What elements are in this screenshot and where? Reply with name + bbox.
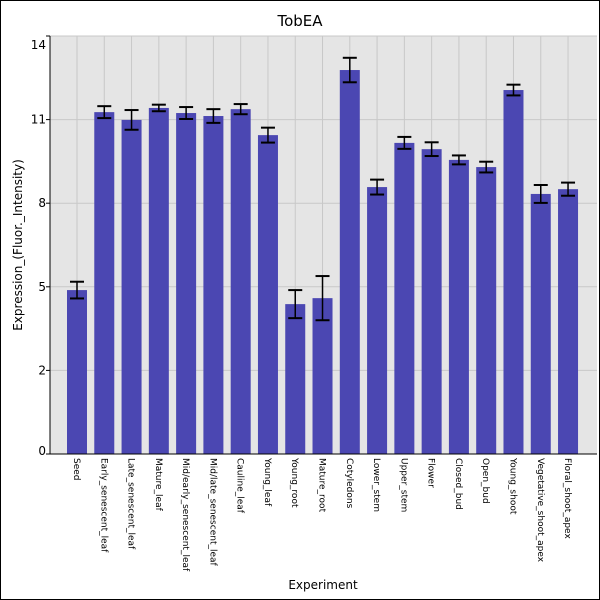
x-tick-label: Late_senescent_leaf (126, 458, 136, 550)
bar (476, 167, 497, 454)
x-tick-label: Mid/early_senescent_leaf (180, 458, 190, 572)
bar (312, 298, 333, 454)
x-tick-label: Vegetative_shoot_apex (535, 458, 545, 563)
y-axis-label: Expression_(Fluor._Intensity) (11, 159, 25, 331)
y-tick-label: 14 (31, 38, 46, 52)
x-tick-label: Mid/late_senescent_leaf (207, 458, 217, 567)
y-tick-label: 8 (38, 196, 46, 210)
x-tick-label: Young_root (289, 457, 299, 508)
bar (448, 159, 469, 454)
x-tick-label: Open_bud (480, 458, 490, 504)
x-tick-label: Mature_root (317, 458, 327, 513)
error-bars (70, 56, 576, 322)
x-tick-label: Cotyledons (344, 458, 354, 509)
x-tick-label: Young_shoot (507, 457, 517, 515)
bar (285, 304, 306, 454)
bar (339, 70, 360, 454)
x-tick-label: Floral_shoot_apex (562, 458, 572, 539)
bar (530, 193, 551, 455)
y-tick-label: 2 (38, 363, 46, 377)
bar (394, 142, 415, 455)
y-tick-label: 5 (38, 280, 46, 294)
bar (558, 189, 579, 454)
bar (94, 112, 115, 454)
x-tick-label: Mature_leaf (153, 458, 163, 512)
x-tick-labels: Seed Early_senescent_leaf Late_senescent_l… (71, 457, 572, 572)
x-tick-label: Cauline_leaf (235, 458, 245, 514)
x-tick-label: Seed (71, 458, 81, 481)
x-axis-label: Experiment (288, 578, 358, 592)
bar (421, 149, 442, 454)
x-tick-label: Young_leaf (262, 457, 272, 507)
x-tick-label: Flower (426, 458, 436, 488)
chart-title: TobEA (276, 12, 323, 30)
bar (67, 290, 87, 454)
bar (230, 109, 251, 455)
bar (148, 107, 169, 454)
bar (176, 113, 197, 454)
bar (203, 116, 224, 454)
x-tick-label: Lower_stem (371, 458, 381, 512)
axes (46, 35, 597, 455)
x-tick-label: Upper_stem (398, 458, 408, 512)
bar (367, 187, 388, 454)
bar (121, 119, 142, 455)
x-tick-label: Closed_bud (453, 458, 463, 510)
x-tick-label: Early_senescent_leaf (98, 458, 108, 553)
bar (503, 90, 524, 454)
y-tick-label: 11 (31, 113, 46, 127)
y-tick-labels: 0 2 5 8 11 14 (31, 38, 46, 458)
bars (67, 70, 579, 455)
y-tick-label: 0 (38, 444, 46, 458)
bar (257, 135, 278, 454)
